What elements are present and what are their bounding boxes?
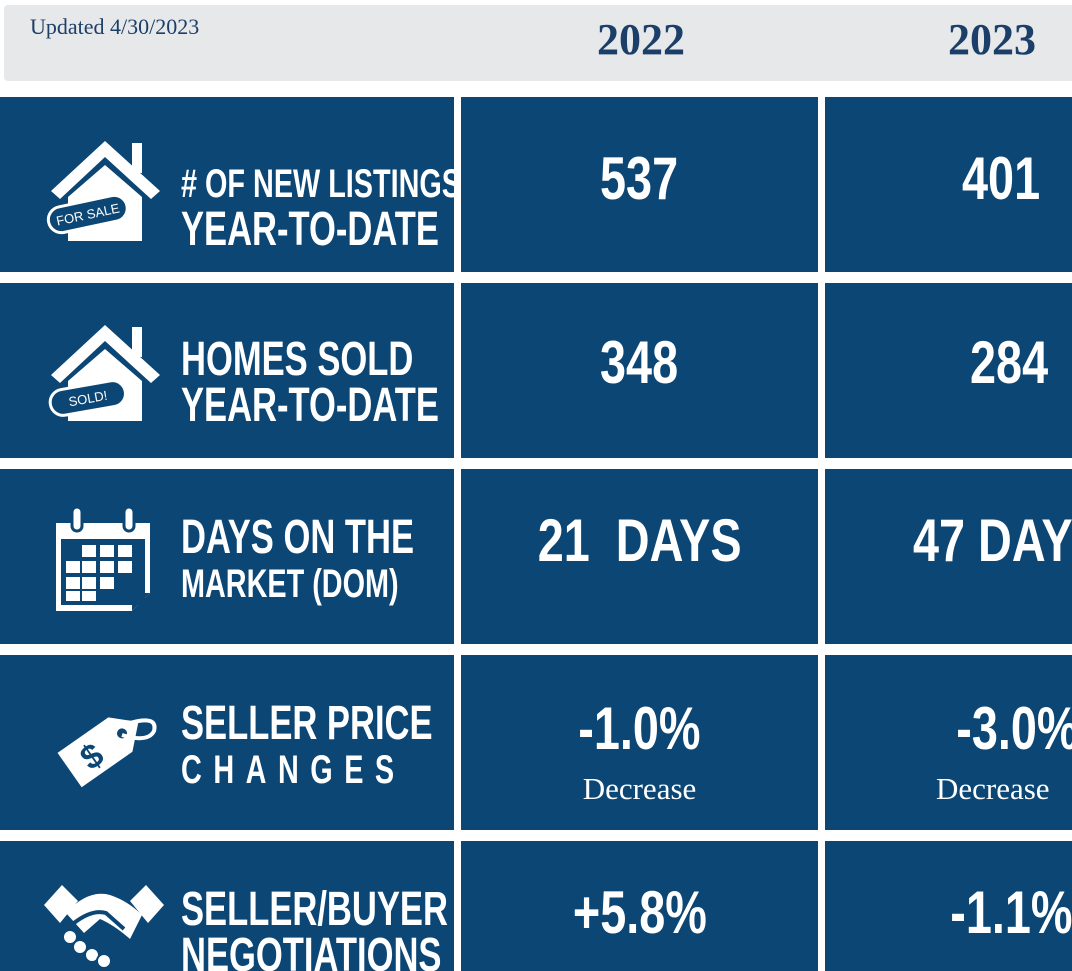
- row-new-listings-2023-cell: 401: [825, 97, 1072, 272]
- label-line-2: NEGOTIATIONS: [181, 929, 442, 971]
- row-seller-price-changes-2022-cell: -1.0% Decrease: [461, 655, 818, 830]
- value-2022: 21 DAYS: [537, 507, 742, 574]
- row-days-on-market-2023-cell: 47 DAYS: [825, 469, 1072, 644]
- row-new-listings-label-cell: FOR SALE # OF NEW LISTINGS YEAR-TO-DATE: [0, 97, 454, 272]
- label-line-2: CHANGES: [181, 748, 406, 792]
- row-negotiations-2022-cell: +5.8%: [461, 841, 818, 971]
- year-2023-heading: 2023: [948, 15, 1036, 64]
- value-2023: 47 DAYS: [913, 507, 1072, 574]
- value-2023: -3.0%: [956, 695, 1072, 762]
- row-label: SELLER PRICE CHANGES: [181, 697, 454, 793]
- value-2023: 284: [970, 329, 1049, 396]
- row-days-on-market-2022-cell: 21 DAYS: [461, 469, 818, 644]
- value-2022: 537: [600, 145, 679, 212]
- label-line-2: YEAR-TO-DATE: [181, 203, 439, 256]
- price-tag-dollar-icon: $: [48, 701, 160, 791]
- value-2022: -1.0%: [578, 695, 701, 762]
- row-homes-sold-label-cell: SOLD! HOMES SOLD YEAR-TO-DATE: [0, 283, 454, 458]
- updated-date: Updated 4/30/2023: [30, 14, 200, 39]
- value-2023: 401: [962, 145, 1041, 212]
- label-line-2: MARKET (DOM): [181, 562, 399, 606]
- row-negotiations-2023-cell: -1.1%: [825, 841, 1072, 971]
- row-new-listings-2022-cell: 537: [461, 97, 818, 272]
- label-line-1: # OF NEW LISTINGS: [181, 162, 454, 206]
- row-label: SELLER/BUYER NEGOTIATIONS: [181, 883, 454, 971]
- row-days-on-market-label-cell: DAYS ON THE MARKET (DOM): [0, 469, 454, 644]
- value-2022: 348: [600, 329, 679, 396]
- row-label: DAYS ON THE MARKET (DOM): [181, 511, 454, 607]
- row-homes-sold-2022-cell: 348: [461, 283, 818, 458]
- label-line-1: DAYS ON THE: [181, 511, 415, 564]
- row-negotiations-label-cell: SELLER/BUYER NEGOTIATIONS: [0, 841, 454, 971]
- sub-2023: Decrease: [936, 771, 1050, 806]
- header-bar: [4, 5, 1072, 81]
- value-2023: -1.1%: [950, 879, 1072, 946]
- row-seller-price-changes-label-cell: $ SELLER PRICE CHANGES: [0, 655, 454, 830]
- calendar-icon: [52, 503, 156, 615]
- row-seller-price-changes-2023-cell: -3.0% Decrease: [825, 655, 1072, 830]
- value-2022: +5.8%: [572, 879, 707, 946]
- year-2022-heading: 2022: [597, 15, 685, 64]
- row-label: HOMES SOLD YEAR-TO-DATE: [181, 333, 454, 432]
- row-homes-sold-2023-cell: 284: [825, 283, 1072, 458]
- handshake-icon: [44, 879, 164, 969]
- house-for-sale-icon: FOR SALE: [46, 137, 164, 247]
- label-line-1: SELLER/BUYER: [181, 883, 448, 936]
- label-line-1: HOMES SOLD: [181, 333, 414, 386]
- label-line-1: SELLER PRICE: [181, 697, 433, 750]
- label-line-2: YEAR-TO-DATE: [181, 379, 439, 432]
- house-sold-icon: SOLD!: [46, 321, 164, 431]
- sub-2022: Decrease: [582, 771, 697, 806]
- row-label: # OF NEW LISTINGS YEAR-TO-DATE: [181, 161, 454, 256]
- sold-tag-text: SOLD!: [67, 388, 108, 410]
